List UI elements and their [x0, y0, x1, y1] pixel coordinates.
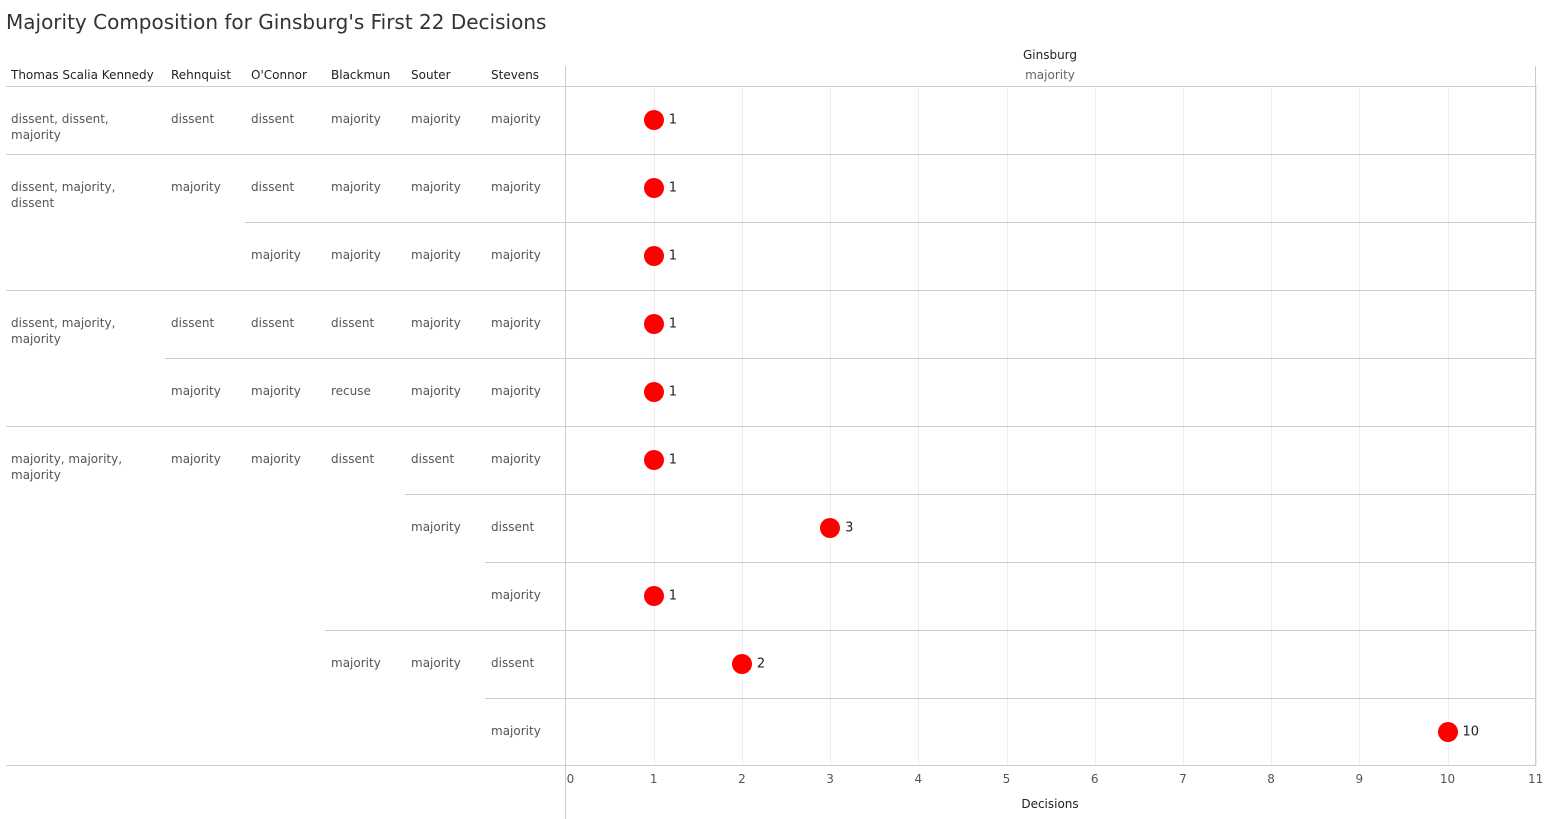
data-label: 1 [668, 588, 677, 604]
data-point [643, 178, 664, 198]
x-tick-label: 2 [738, 772, 746, 786]
cell-stevens: majority [491, 316, 541, 330]
header-thomas-scalia-kennedy: Thomas Scalia Kennedy [11, 68, 154, 82]
data-label: 10 [1462, 724, 1480, 740]
row-separator [6, 154, 1535, 155]
cell-blackmun: dissent [331, 316, 375, 330]
data-label: 1 [668, 316, 677, 332]
cell-rehnquist: majority [171, 384, 221, 398]
cell-blackmun: majority [331, 180, 381, 194]
cell-oconnor: dissent [251, 316, 295, 330]
row-separator [6, 426, 1535, 427]
cell-tsk: majority, majority, majority [11, 452, 123, 482]
cell-oconnor: majority [251, 248, 301, 262]
cell-souter: majority [411, 656, 461, 670]
x-tick-label: 7 [1179, 772, 1187, 786]
cell-blackmun: majority [331, 248, 381, 262]
data-label: 1 [668, 248, 677, 264]
x-tick-label: 5 [1002, 772, 1011, 786]
row-separator [325, 630, 1535, 631]
cell-tsk: dissent, majority, dissent [11, 180, 116, 210]
data-label: 1 [668, 112, 677, 128]
cell-souter: majority [411, 520, 461, 534]
cell-rehnquist: majority [171, 452, 221, 466]
plot-left-border [565, 66, 566, 819]
data-point [643, 246, 664, 266]
header-rehnquist: Rehnquist [171, 68, 231, 82]
plot-right-border [1535, 66, 1536, 766]
cell-oconnor: dissent [251, 112, 295, 126]
x-gridline [1536, 86, 1537, 766]
data-point [1437, 722, 1458, 742]
bottom-border [6, 765, 1535, 766]
row-separator [165, 358, 1535, 359]
data-point [820, 518, 841, 538]
data-point [643, 586, 664, 606]
cell-oconnor: dissent [251, 180, 295, 194]
row-separator [485, 562, 1535, 563]
data-label: 1 [668, 384, 677, 400]
header-stevens: Stevens [491, 68, 540, 82]
header-souter: Souter [411, 68, 451, 82]
x-tick-label: 8 [1267, 772, 1275, 786]
x-axis-title: Decisions [1021, 797, 1079, 811]
cell-souter: majority [411, 112, 461, 126]
cell-stevens: majority [491, 248, 541, 262]
cell-stevens: dissent [491, 520, 535, 534]
header-separator [6, 86, 1535, 87]
cell-stevens: majority [491, 180, 541, 194]
cell-souter: majority [411, 180, 461, 194]
row-separator [405, 494, 1535, 495]
cell-blackmun: majority [331, 656, 381, 670]
data-label: 2 [756, 656, 766, 672]
cell-stevens: majority [491, 384, 541, 398]
column-title: Ginsburg [1022, 48, 1078, 62]
row-separator [6, 290, 1535, 291]
x-tick-label: 3 [826, 772, 834, 786]
data-point [731, 654, 752, 674]
x-tick-label: 1 [649, 772, 658, 786]
header-blackmun: Blackmun [331, 68, 391, 82]
cell-stevens: majority [491, 588, 541, 602]
row-separator [485, 698, 1535, 699]
data-point [643, 382, 664, 402]
x-tick-label: 4 [914, 772, 923, 786]
chart-title: Majority Composition for Ginsburg's Firs… [6, 10, 547, 34]
cell-souter: majority [411, 316, 461, 330]
cell-stevens: majority [491, 452, 541, 466]
cell-rehnquist: dissent [171, 316, 215, 330]
data-label: 3 [845, 520, 854, 536]
cell-rehnquist: dissent [171, 112, 215, 126]
cell-tsk: dissent, majority, majority [11, 316, 116, 346]
cell-souter: majority [411, 384, 461, 398]
data-point [643, 314, 664, 334]
data-label: 1 [668, 180, 677, 196]
cell-tsk: dissent, dissent, majority [11, 112, 109, 142]
data-label: 1 [668, 452, 677, 468]
data-point [643, 450, 664, 470]
x-tick-label: 10 [1439, 772, 1456, 786]
cell-oconnor: majority [251, 452, 301, 466]
cell-stevens: majority [491, 112, 541, 126]
column-subtitle: majority [1025, 68, 1075, 82]
cell-oconnor: majority [251, 384, 301, 398]
x-tick-label: 11 [1528, 772, 1544, 786]
x-tick-label: 0 [566, 772, 575, 786]
cell-stevens: dissent [491, 656, 535, 670]
header-oconnor: O'Connor [251, 68, 307, 82]
x-tick-label: 6 [1090, 772, 1099, 786]
data-point [643, 110, 664, 130]
cell-blackmun: recuse [331, 384, 371, 398]
cell-blackmun: majority [331, 112, 381, 126]
row-separator [245, 222, 1535, 223]
cell-stevens: majority [491, 724, 541, 738]
cell-rehnquist: majority [171, 180, 221, 194]
cell-souter: majority [411, 248, 461, 262]
cell-souter: dissent [411, 452, 455, 466]
cell-blackmun: dissent [331, 452, 375, 466]
x-tick-label: 9 [1355, 772, 1364, 786]
